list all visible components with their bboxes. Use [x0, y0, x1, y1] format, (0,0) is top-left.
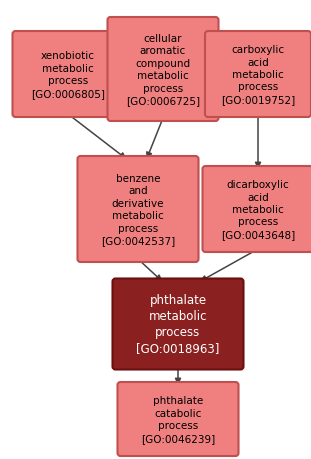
FancyBboxPatch shape — [12, 32, 123, 118]
Text: cellular
aromatic
compound
metabolic
process
[GO:0006725]: cellular aromatic compound metabolic pro… — [126, 34, 200, 106]
FancyBboxPatch shape — [205, 32, 311, 118]
FancyBboxPatch shape — [113, 279, 244, 369]
FancyBboxPatch shape — [202, 167, 311, 252]
FancyBboxPatch shape — [118, 382, 239, 456]
Text: phthalate
metabolic
process
[GO:0018963]: phthalate metabolic process [GO:0018963] — [136, 294, 220, 355]
Text: phthalate
catabolic
process
[GO:0046239]: phthalate catabolic process [GO:0046239] — [141, 396, 215, 442]
Text: dicarboxylic
acid
metabolic
process
[GO:0043648]: dicarboxylic acid metabolic process [GO:… — [221, 180, 295, 239]
Text: carboxylic
acid
metabolic
process
[GO:0019752]: carboxylic acid metabolic process [GO:00… — [221, 45, 295, 105]
Text: xenobiotic
metabolic
process
[GO:0006805]: xenobiotic metabolic process [GO:0006805… — [31, 51, 105, 98]
FancyBboxPatch shape — [108, 18, 219, 122]
FancyBboxPatch shape — [77, 157, 198, 263]
Text: benzene
and
derivative
metabolic
process
[GO:0042537]: benzene and derivative metabolic process… — [101, 174, 175, 246]
